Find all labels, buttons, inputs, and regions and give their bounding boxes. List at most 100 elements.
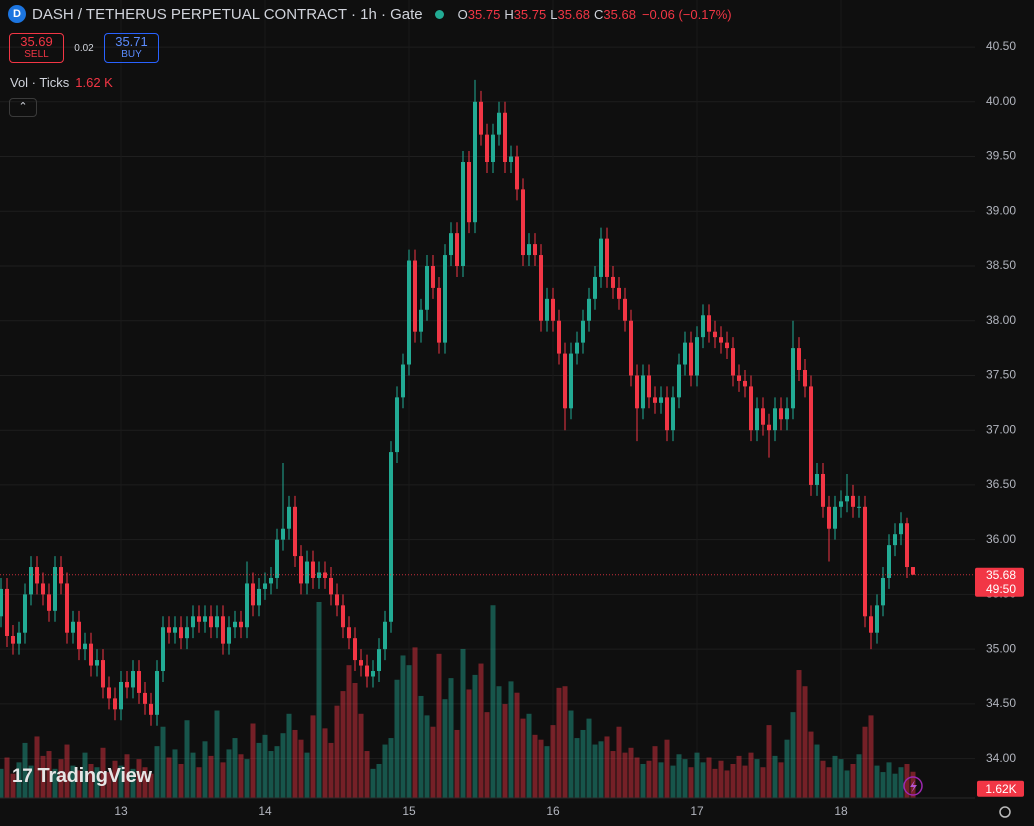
volume-bar (484, 712, 490, 798)
candle-body (725, 342, 729, 349)
candle-body (743, 380, 747, 387)
candle-body (797, 348, 801, 370)
volume-bar (706, 757, 712, 798)
volume-bar (316, 602, 322, 798)
bottom-icons (903, 776, 1011, 818)
candle-body (653, 397, 657, 403)
candle-body (647, 375, 651, 398)
y-tick-label: 35.00 (986, 641, 1016, 655)
candle-body (563, 353, 567, 409)
candle-body (29, 567, 33, 595)
candle-body (905, 523, 909, 568)
candle-body (779, 408, 783, 420)
logo-mark: 17 (12, 765, 33, 787)
candle-body (893, 534, 897, 546)
volume-bar (196, 767, 202, 798)
candle-body (23, 594, 27, 633)
candle-body (89, 643, 93, 666)
volume-bar (838, 759, 844, 798)
volume-bar (640, 763, 646, 798)
volume-bar (238, 754, 244, 798)
candle-body (419, 309, 423, 332)
candle-layer (0, 79, 975, 726)
candle-body (395, 397, 399, 453)
volume-bar (898, 767, 904, 798)
volume-bar (334, 705, 340, 798)
volume-label-box (977, 780, 1024, 797)
candle-body (305, 561, 309, 584)
volume-bar (508, 681, 514, 798)
volume-bar (4, 757, 10, 798)
volume-bar (874, 765, 880, 798)
volume-bar (142, 767, 148, 798)
volume-bar (496, 686, 502, 798)
x-tick-label: 14 (258, 804, 272, 818)
volume-bar (760, 767, 766, 798)
volume-bar (154, 746, 160, 798)
volume-bar (52, 768, 58, 798)
y-tick-label: 37.50 (986, 368, 1016, 382)
settings-icon[interactable] (999, 806, 1011, 818)
volume-last-label: 1.62K (985, 782, 1016, 796)
volume-bar (880, 772, 886, 798)
sell-label: SELL (24, 49, 49, 60)
last-price-label: 35.68 (986, 568, 1016, 582)
volume-bar (394, 679, 400, 798)
candle-body (359, 660, 363, 666)
volume-bar (172, 749, 178, 798)
volume-bar (478, 663, 484, 798)
sell-button[interactable]: 35.69 SELL (9, 33, 64, 63)
lightning-icon[interactable] (903, 776, 923, 796)
volume-bar (280, 733, 286, 798)
volume-bar (634, 757, 640, 798)
candle-body (41, 583, 45, 595)
candle-body (425, 266, 429, 310)
candle-body (173, 627, 177, 633)
candle-body (0, 588, 3, 617)
candle-body (809, 386, 813, 485)
y-tick-label: 38.50 (986, 258, 1016, 272)
volume-bar (718, 760, 724, 798)
collapse-button[interactable]: ⌃ (9, 98, 37, 117)
candle-body (521, 189, 525, 256)
logo: 17 TradingView (12, 765, 152, 788)
volume-bar (160, 726, 166, 798)
candle-body (593, 276, 597, 299)
candle-body (101, 660, 105, 688)
volume-bar (106, 772, 112, 798)
ohlc-key: O (457, 6, 468, 22)
volume-bar (826, 767, 832, 798)
volume-bar (322, 728, 328, 798)
candle-body (329, 577, 333, 595)
candle-body (581, 320, 585, 343)
volume-bar (460, 648, 466, 798)
volume-bar (802, 686, 808, 798)
candle-body (5, 588, 9, 636)
candle-body (689, 342, 693, 376)
candle-body (353, 638, 357, 661)
volume-bar (568, 710, 574, 798)
volume-bar (748, 752, 754, 798)
candle-body (749, 386, 753, 431)
candle-body (569, 353, 573, 409)
ohlc: O35.75 H35.75 L35.68 C35.68 (454, 6, 636, 23)
candle-body (599, 238, 603, 277)
candle-body (833, 506, 837, 529)
candle-body (467, 162, 471, 223)
volume-bar (88, 763, 94, 798)
candle-body (257, 588, 261, 606)
candle-body (755, 408, 759, 431)
volume-bar (22, 742, 28, 798)
volume-bar (700, 762, 706, 798)
volume-bar (868, 715, 874, 798)
volume-bar (670, 765, 676, 798)
candle-body (533, 244, 537, 256)
volume-bar (814, 744, 820, 798)
x-tick-label: 15 (402, 804, 416, 818)
buy-button[interactable]: 35.71 BUY (104, 33, 159, 63)
volume-bar (418, 695, 424, 798)
volume-bar (430, 726, 436, 798)
volume-bar (556, 687, 562, 798)
candle-body (527, 244, 531, 256)
y-tick-label: 38.00 (986, 313, 1016, 327)
